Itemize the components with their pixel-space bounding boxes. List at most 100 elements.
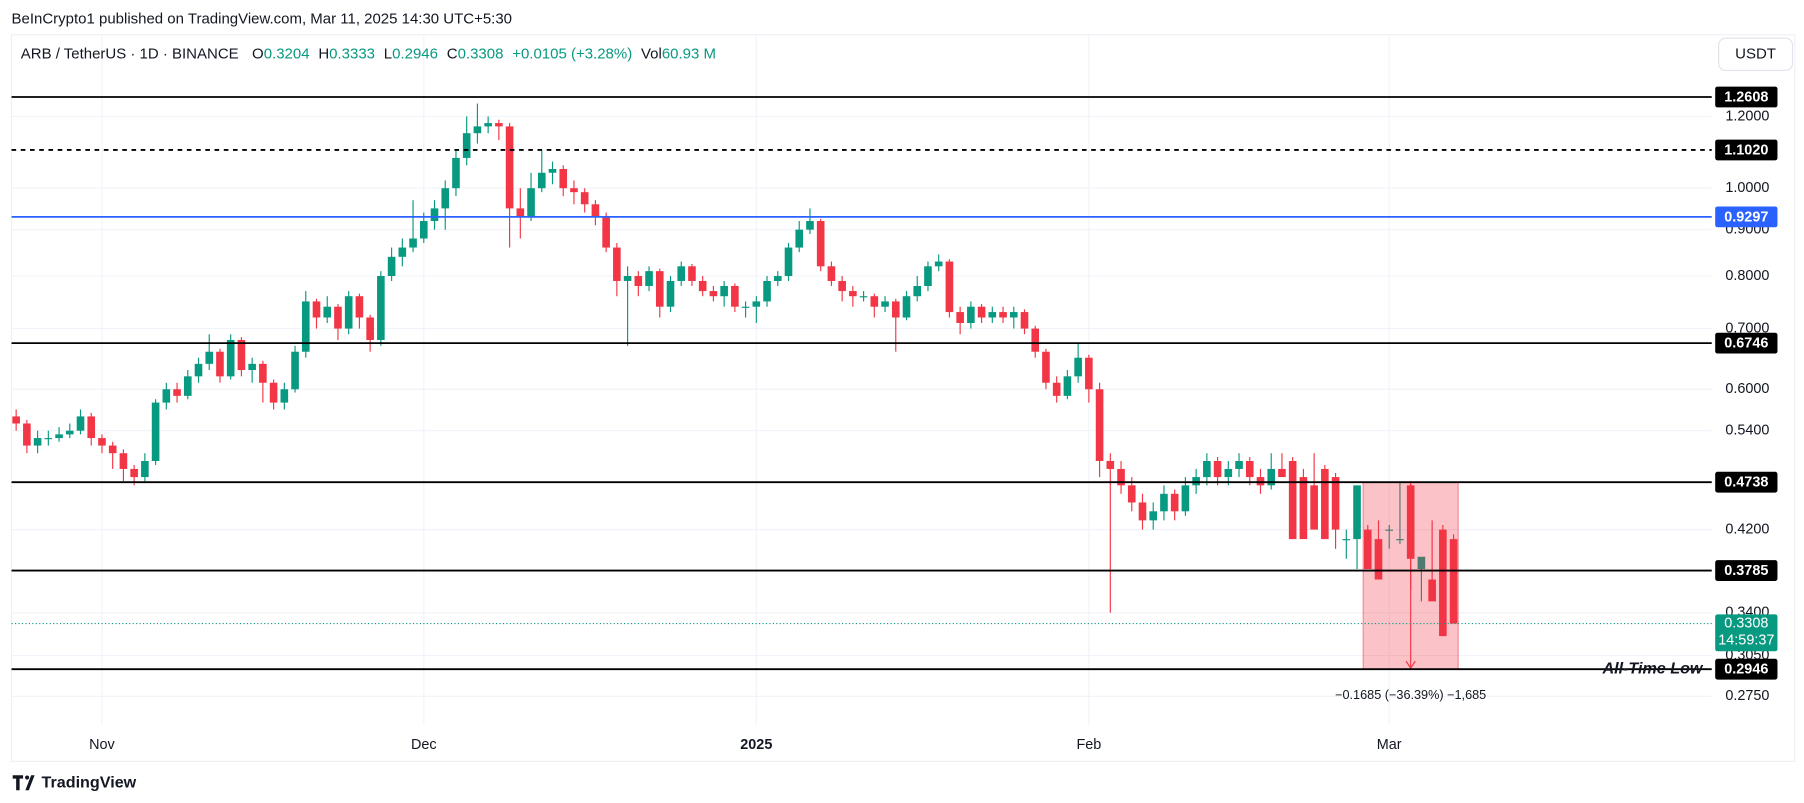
candle-body: [1439, 529, 1447, 637]
candle-body: [891, 301, 900, 318]
candle-body: [344, 296, 353, 329]
candle-body: [183, 376, 192, 396]
x-tick-label: Feb: [1076, 737, 1101, 753]
currency-label[interactable]: USDT: [1735, 45, 1776, 62]
candle-body: [280, 389, 289, 403]
legend-key: C: [447, 45, 458, 62]
candle-body: [956, 312, 964, 323]
legend-key: O: [252, 45, 264, 62]
candle-body: [602, 216, 610, 248]
candle-body: [720, 285, 728, 297]
price-axis: 1.20001.00000.90000.80000.70000.60000.54…: [89, 86, 1778, 753]
candle-body: [1363, 529, 1372, 570]
plot-frame: [10, 34, 1796, 762]
countdown: 14:59:37: [1718, 633, 1774, 649]
level-label-box: [1715, 471, 1778, 493]
candle-body: [1235, 460, 1243, 469]
candle-body: [773, 276, 782, 281]
legend-value: 0.2946: [392, 45, 438, 62]
x-tick-label: Mar: [1377, 737, 1402, 753]
candle-body: [784, 247, 793, 277]
candle-body: [1203, 460, 1211, 478]
candle-body: [527, 188, 535, 217]
candle-body: [130, 468, 138, 478]
candle-body: [1149, 511, 1158, 521]
candle-body: [216, 351, 224, 377]
candle-body: [23, 423, 31, 446]
candle-body: [709, 291, 718, 297]
candle-body: [924, 266, 932, 286]
candle-body: [473, 126, 482, 134]
y-tick-label: 0.2750: [1725, 688, 1769, 704]
candle-body: [741, 306, 750, 308]
candle-body: [1310, 485, 1318, 530]
candle-body: [301, 301, 310, 352]
candle-body: [430, 208, 439, 222]
candle-body: [462, 133, 471, 158]
candle-body: [537, 172, 546, 189]
level-label-box: [1715, 332, 1778, 354]
candle-body: [752, 301, 761, 307]
candle-body: [645, 271, 653, 286]
candle-body: [87, 416, 96, 439]
candle-body: [570, 188, 578, 193]
candle-body: [226, 339, 235, 377]
candle-body: [945, 261, 954, 313]
candle-body: [548, 168, 557, 173]
candle-body: [484, 123, 492, 127]
candle-body: [1160, 493, 1168, 512]
candle-body: [731, 285, 739, 307]
candle-body: [623, 276, 632, 281]
candle-body: [33, 438, 42, 446]
candle-body: [205, 351, 214, 364]
candle-body: [237, 339, 246, 371]
candle-body: [76, 416, 85, 431]
legend-change: +0.0105 (+3.28%): [512, 45, 632, 62]
candle-body: [655, 271, 664, 307]
currency-button[interactable]: [1718, 37, 1794, 72]
level-label-box: [1715, 658, 1778, 680]
candle-body: [688, 266, 696, 281]
candle-body: [108, 445, 117, 454]
candle-body: [119, 453, 128, 469]
candle-body: [977, 306, 986, 318]
candle-body: [1256, 477, 1265, 486]
candle-body: [419, 221, 428, 239]
level-label-box: [1715, 139, 1778, 161]
candle-body: [441, 188, 450, 209]
candle-body: [1095, 389, 1104, 461]
candle-body: [1299, 477, 1308, 540]
candle-body: [398, 247, 407, 257]
candle-body: [1085, 357, 1093, 390]
candle-body: [1385, 529, 1394, 531]
candle-body: [613, 247, 621, 281]
candle-body: [248, 363, 256, 371]
level-label: 0.9297: [1724, 209, 1768, 225]
candle-body: [516, 208, 525, 217]
grid: [10, 34, 1796, 762]
candle-body: [677, 266, 686, 281]
candle-body: [1396, 539, 1404, 541]
candle-body: [1170, 493, 1179, 512]
candle-body: [1192, 477, 1200, 486]
candle-body: [559, 168, 568, 189]
level-label-box: [1715, 86, 1778, 108]
candle-body: [806, 221, 814, 230]
x-tick-label: Nov: [89, 737, 115, 753]
candle-body: [1449, 539, 1458, 624]
candle-body: [452, 157, 460, 189]
y-tick-label: 0.6000: [1725, 381, 1769, 397]
y-tick-label: 0.8000: [1725, 268, 1769, 284]
candle-body: [580, 192, 589, 205]
candle-body: [591, 204, 600, 217]
candle-body: [269, 382, 278, 403]
measure-arrowhead: [1405, 660, 1416, 670]
candle-body: [387, 256, 396, 277]
brand-logo: [12, 775, 35, 791]
candle-body: [151, 402, 160, 461]
level-label-box: [1715, 560, 1778, 581]
candle-body: [1342, 539, 1351, 541]
candle-body: [65, 430, 74, 435]
